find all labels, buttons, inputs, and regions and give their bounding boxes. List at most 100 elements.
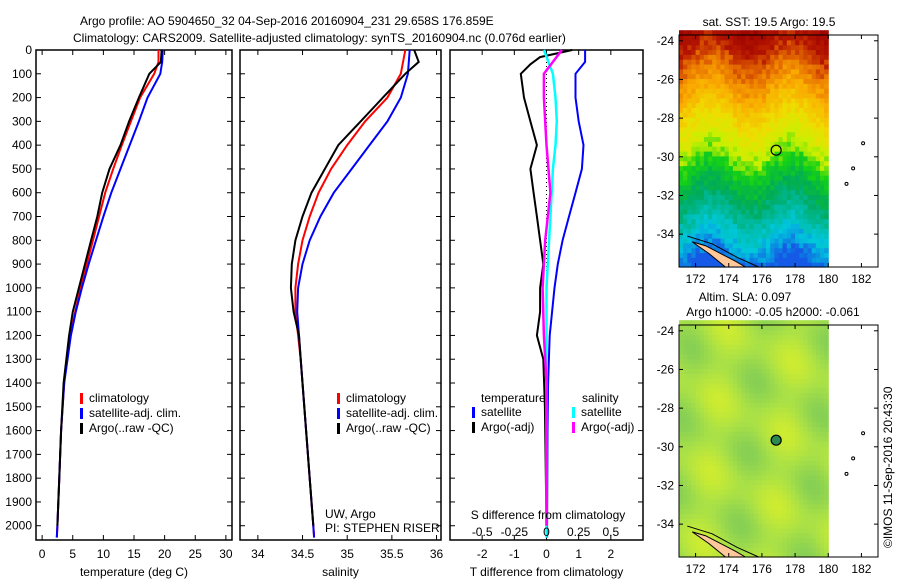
- heatmap-cell: [703, 368, 709, 374]
- heatmap-cell: [691, 489, 697, 495]
- heatmap-cell: [799, 402, 804, 408]
- heatmap-cell: [724, 407, 730, 413]
- heatmap-cell: [732, 470, 738, 476]
- heatmap-cell: [712, 233, 717, 239]
- heatmap-cell: [728, 523, 734, 529]
- heatmap-cell: [753, 165, 759, 171]
- heatmap-cell: [699, 387, 705, 394]
- heatmap-cell: [687, 213, 692, 220]
- heatmap-cell: [732, 455, 738, 461]
- heatmap-cell: [795, 238, 800, 244]
- heatmap-cell: [786, 204, 792, 210]
- heatmap-cell: [712, 262, 717, 268]
- heatmap-cell: [761, 136, 767, 142]
- heatmap-cell: [695, 44, 701, 51]
- heatmap-cell: [741, 247, 746, 254]
- heatmap-cell: [790, 513, 796, 519]
- heatmap-cell: [703, 112, 709, 118]
- legend-swatch: [337, 423, 340, 434]
- heatmap-cell: [699, 155, 705, 162]
- heatmap-cell: [807, 387, 813, 394]
- heatmap-cell: [712, 136, 717, 142]
- heatmap-cell: [820, 35, 825, 41]
- heatmap-cell: [770, 450, 775, 457]
- heatmap-cell: [824, 146, 829, 152]
- heatmap-cell: [741, 532, 746, 539]
- heatmap-cell: [753, 155, 759, 162]
- heatmap-cell: [732, 537, 738, 544]
- heatmap-cell: [708, 170, 713, 176]
- heatmap-cell: [782, 518, 788, 524]
- heatmap-cell: [786, 49, 792, 55]
- heatmap-cell: [745, 349, 750, 355]
- heatmap-cell: [683, 470, 688, 476]
- heatmap-cell: [737, 73, 742, 80]
- heatmap-cell: [699, 445, 705, 452]
- heatmap-cell: [811, 547, 817, 553]
- heatmap-cell: [699, 204, 705, 210]
- legend-label: satellite-adj. clim.: [89, 406, 181, 420]
- heatmap-cell: [708, 354, 713, 360]
- heatmap-cell: [824, 88, 829, 94]
- heatmap-cell: [737, 131, 742, 138]
- heatmap-cell: [679, 93, 684, 99]
- heatmap-cell: [786, 223, 792, 229]
- heatmap-cell: [708, 131, 713, 138]
- heatmap-cell: [703, 233, 709, 239]
- heatmap-cell: [815, 199, 821, 205]
- heatmap-cell: [745, 542, 750, 548]
- heatmap-cell: [803, 344, 809, 350]
- heatmap-cell: [741, 93, 746, 99]
- heatmap-cell: [820, 204, 825, 210]
- heatmap-cell: [695, 344, 701, 350]
- heatmap-cell: [712, 160, 717, 167]
- heatmap-cell: [770, 402, 775, 408]
- heatmap-cell: [753, 416, 759, 423]
- heatmap-cell: [712, 88, 717, 94]
- heatmap-cell: [770, 484, 775, 490]
- heatmap-cell: [811, 431, 817, 437]
- heatmap-cell: [716, 39, 721, 46]
- heatmap-cell: [807, 39, 813, 46]
- heatmap-cell: [732, 204, 738, 210]
- heatmap-cell: [807, 170, 813, 176]
- heatmap-cell: [712, 460, 717, 466]
- heatmap-cell: [720, 242, 726, 249]
- lon-tick-label: 176: [752, 562, 772, 576]
- heatmap-cell: [786, 421, 792, 428]
- heatmap-cell: [745, 441, 750, 447]
- y-tick-label: 1200: [5, 328, 32, 342]
- heatmap-cell: [815, 339, 821, 345]
- heatmap-cell: [708, 407, 713, 413]
- heatmap-cell: [770, 44, 775, 51]
- heatmap-cell: [732, 325, 738, 331]
- series-t-satellite: [546, 50, 587, 538]
- heatmap-cell: [720, 199, 726, 205]
- heatmap-cell: [703, 465, 709, 471]
- heatmap-cell: [716, 44, 721, 51]
- heatmap-cell: [799, 412, 804, 418]
- heatmap-cell: [753, 44, 759, 51]
- heatmap-cell: [807, 436, 813, 442]
- heatmap-cell: [720, 402, 726, 408]
- heatmap-cell: [815, 170, 821, 176]
- heatmap-cell: [815, 354, 821, 360]
- heatmap-cell: [761, 436, 767, 442]
- y-tick-label: 0: [25, 43, 32, 57]
- heatmap-cell: [790, 194, 796, 200]
- heatmap-cell: [708, 494, 713, 500]
- bathymetry-contour: [687, 525, 759, 558]
- heatmap-cell: [708, 93, 713, 99]
- heatmap-cell: [712, 112, 717, 118]
- heatmap-cell: [703, 470, 709, 476]
- legend-label: Argo(..raw -QC): [89, 421, 174, 435]
- heatmap-cell: [691, 252, 697, 258]
- heatmap-cell: [782, 199, 788, 205]
- heatmap-cell: [749, 431, 755, 437]
- heatmap-cell: [699, 112, 705, 118]
- heatmap-cell: [770, 523, 775, 529]
- heatmap-cell: [782, 88, 788, 94]
- heatmap-cell: [803, 354, 809, 360]
- heatmap-cell: [795, 180, 800, 186]
- heatmap-cell: [749, 368, 755, 374]
